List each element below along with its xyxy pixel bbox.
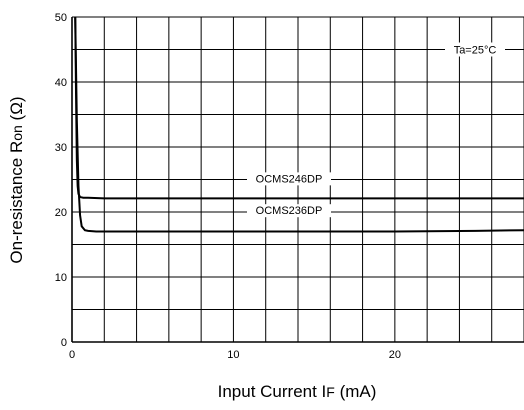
y-tick-label: 40 [55,77,67,89]
series-line [74,16,524,233]
y-tick-label: 50 [55,12,67,24]
x-tick-label: 20 [389,349,401,361]
series-label-background [247,204,331,218]
labels: 0 10 20 0 10 20 30 40 50 OCMS246DP OCMS236DP Ta=25°… [55,12,505,361]
series-label: OCMS246DP [256,173,323,185]
note-background [445,42,505,57]
y-axis-title: On-resistance Ron (Ω) [7,96,26,263]
curves [74,16,524,233]
x-tick-label: 10 [227,349,239,361]
y-tick-label: 10 [55,272,67,284]
series-label: OCMS236DP [256,205,323,217]
x-axis-title: Input Current IF (mA) [218,382,377,401]
temperature-note: Ta=25°C [454,45,497,57]
y-tick-label: 20 [55,207,67,219]
series-label-background [247,172,331,186]
y-tick-label: 0 [61,337,67,349]
x-tick-label: 0 [69,349,75,361]
grid [71,16,524,343]
y-tick-label: 30 [55,142,67,154]
